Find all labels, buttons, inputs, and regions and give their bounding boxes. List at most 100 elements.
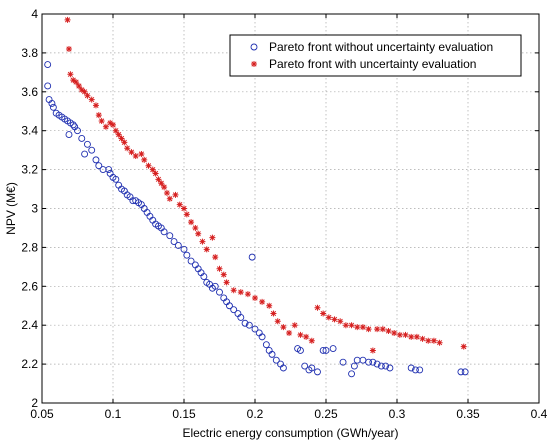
data-point — [138, 151, 145, 158]
data-point — [118, 135, 125, 142]
data-point — [373, 360, 381, 368]
legend: Pareto front without uncertainty evaluat… — [229, 34, 522, 77]
y-tick-label: 2.2 — [21, 357, 38, 371]
x-tick-label: 0.1 — [105, 407, 122, 421]
legend-entry-without-uncertainty: Pareto front without uncertainty evaluat… — [269, 40, 493, 54]
data-point — [354, 324, 361, 331]
data-point — [365, 358, 373, 366]
data-point — [192, 224, 199, 231]
data-point — [322, 347, 330, 354]
data-point — [359, 324, 366, 331]
data-point — [419, 335, 426, 342]
data-point — [308, 364, 316, 372]
data-point — [396, 331, 403, 338]
data-point — [251, 325, 259, 333]
data-point — [98, 117, 105, 124]
data-point — [216, 265, 223, 272]
data-point — [460, 343, 467, 350]
data-point — [258, 333, 266, 341]
data-point — [331, 316, 338, 323]
data-point — [386, 364, 394, 372]
legend-box — [229, 34, 522, 77]
data-point — [365, 326, 372, 333]
data-point — [296, 347, 304, 354]
data-point — [279, 364, 287, 372]
data-point — [110, 121, 116, 128]
data-point — [266, 302, 273, 309]
data-point — [274, 318, 281, 325]
data-point — [160, 228, 168, 236]
data-point — [67, 71, 74, 78]
data-point — [88, 146, 96, 154]
data-point — [272, 356, 280, 364]
data-point — [268, 350, 276, 358]
x-axis-label: Electric energy consumption (GWh/year) — [182, 426, 398, 440]
y-tick-label: 3.8 — [21, 46, 38, 60]
data-point — [245, 321, 253, 329]
data-series — [44, 16, 469, 378]
data-point — [436, 339, 443, 346]
data-point — [223, 279, 230, 286]
data-point — [132, 152, 139, 159]
data-point — [359, 356, 367, 364]
x-tick-label: 0.2 — [247, 407, 264, 421]
data-point — [81, 88, 88, 95]
data-point — [320, 310, 327, 317]
data-point — [102, 123, 109, 130]
data-point — [78, 135, 86, 142]
data-point — [188, 219, 195, 226]
data-point — [73, 79, 80, 86]
data-point — [180, 245, 188, 253]
data-point — [301, 362, 309, 370]
data-point — [107, 119, 114, 126]
y-tick-label: 3.2 — [21, 163, 38, 177]
data-point — [369, 347, 376, 354]
data-point — [314, 368, 321, 376]
data-point — [337, 318, 344, 325]
data-point — [105, 166, 113, 174]
data-point — [78, 86, 85, 93]
x-tick-label: 0.4 — [531, 407, 548, 421]
data-point — [49, 103, 57, 111]
y-tick-label: 4 — [31, 7, 38, 21]
data-point — [200, 273, 208, 281]
data-point — [377, 362, 385, 370]
legend-marker — [250, 43, 258, 51]
data-point — [174, 242, 182, 249]
data-point — [225, 302, 233, 310]
data-point — [69, 121, 77, 129]
data-point — [379, 326, 386, 333]
data-point — [339, 358, 347, 366]
data-point — [402, 331, 409, 338]
data-point — [297, 331, 304, 338]
data-point — [280, 324, 287, 331]
data-point — [195, 230, 202, 237]
data-point — [163, 189, 170, 196]
data-point — [176, 201, 183, 208]
x-tick-label: 0.35 — [456, 407, 480, 421]
legend-marker — [251, 61, 257, 67]
data-point — [152, 170, 159, 177]
data-point — [95, 112, 102, 119]
data-point — [81, 150, 89, 158]
data-point — [88, 96, 95, 103]
data-point — [112, 175, 120, 183]
data-point — [353, 356, 361, 364]
data-point — [112, 127, 119, 134]
data-point — [92, 156, 100, 164]
data-point — [44, 61, 52, 69]
y-tick-label: 2 — [31, 396, 38, 410]
data-point — [230, 306, 238, 314]
data-point — [128, 149, 135, 156]
data-point — [70, 77, 77, 84]
data-point — [75, 82, 82, 89]
data-point — [348, 370, 356, 378]
data-point — [430, 337, 437, 344]
data-point — [270, 310, 277, 317]
data-point — [286, 329, 293, 336]
data-point — [425, 337, 432, 344]
legend-entry-with-uncertainty: Pareto front with uncertainty evaluation — [269, 57, 476, 71]
data-point — [348, 322, 355, 329]
data-point — [181, 205, 187, 212]
